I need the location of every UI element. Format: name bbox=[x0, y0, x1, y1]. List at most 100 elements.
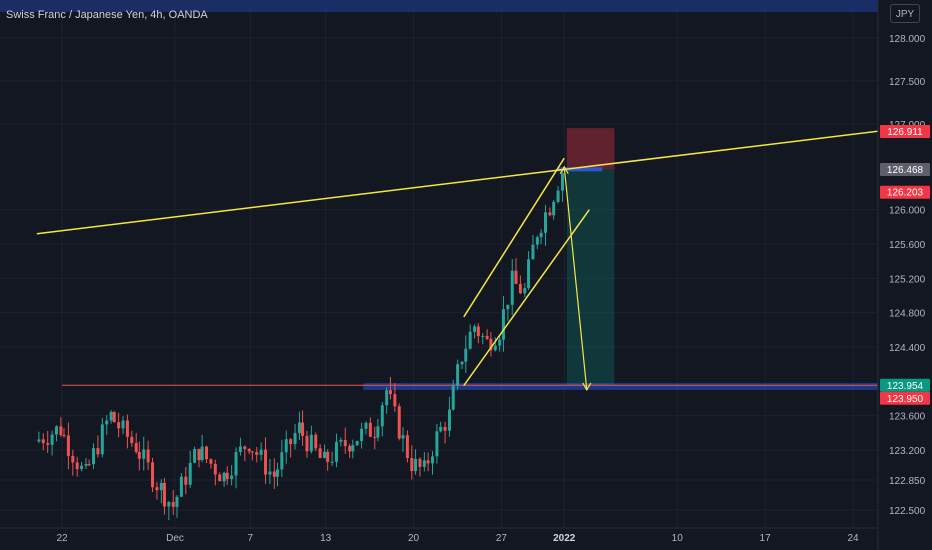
candle-body bbox=[510, 270, 514, 305]
candle-body bbox=[560, 173, 564, 191]
channel-upper-line bbox=[463, 157, 565, 318]
candle-body bbox=[431, 456, 435, 464]
time-tick-label: 22 bbox=[56, 533, 68, 544]
price-tick-label: 128.000 bbox=[889, 34, 926, 45]
candle-body bbox=[84, 464, 88, 466]
candle-body bbox=[523, 288, 527, 294]
time-axis[interactable]: 22 Dec 7 13 20 27 2022 10 17 24 bbox=[0, 527, 878, 544]
candle-body bbox=[318, 448, 322, 458]
candle-body bbox=[112, 411, 116, 423]
candle-body bbox=[46, 443, 50, 445]
price-tick-label: 122.500 bbox=[889, 506, 926, 517]
candle-body bbox=[117, 422, 121, 429]
candle-body bbox=[447, 409, 451, 431]
price-tick-label: 123.200 bbox=[889, 446, 926, 457]
channel-lower-line bbox=[463, 209, 590, 387]
price-tick-label: 127.500 bbox=[889, 77, 926, 88]
drawings-front bbox=[36, 127, 904, 392]
drawings-back bbox=[62, 128, 878, 390]
candle-body bbox=[481, 335, 485, 337]
candle-body bbox=[218, 474, 222, 482]
candle-body bbox=[225, 472, 229, 480]
candle-body bbox=[171, 502, 175, 507]
time-tick-label: 17 bbox=[760, 533, 772, 544]
long-trendline bbox=[36, 127, 904, 235]
candle-body bbox=[41, 439, 45, 444]
candle-body bbox=[410, 457, 414, 472]
candle-body bbox=[330, 461, 334, 463]
price-tag-label: 126.203 bbox=[887, 188, 924, 199]
candle-body bbox=[473, 326, 477, 332]
candle-body bbox=[100, 424, 104, 455]
price-tag-label: 126.911 bbox=[887, 127, 923, 138]
candle-body bbox=[426, 460, 430, 464]
symbol-title[interactable]: Swiss Franc / Japanese Yen, 4h, OANDA bbox=[6, 9, 208, 21]
currency-button[interactable]: JPY bbox=[890, 4, 920, 23]
price-tick-label: 123.600 bbox=[889, 412, 926, 423]
price-tag bbox=[880, 185, 930, 199]
candle-body bbox=[301, 422, 305, 436]
candle-body bbox=[393, 394, 397, 407]
candle-body bbox=[137, 452, 141, 459]
candle-body bbox=[87, 464, 91, 466]
candle-body bbox=[360, 428, 364, 441]
candle-body bbox=[297, 422, 301, 434]
price-tag bbox=[880, 391, 930, 405]
candle-body bbox=[238, 446, 242, 452]
support-zone bbox=[363, 383, 878, 390]
candle-body bbox=[380, 405, 384, 427]
price-tick-label: 126.000 bbox=[889, 206, 926, 217]
time-tick-label: 10 bbox=[672, 533, 684, 544]
price-tag bbox=[880, 162, 930, 176]
candle-body bbox=[151, 462, 155, 488]
candle-body bbox=[355, 440, 359, 446]
candle-body bbox=[422, 460, 426, 467]
candle-body bbox=[376, 426, 380, 438]
candle-body bbox=[105, 420, 109, 425]
candle-body bbox=[54, 426, 58, 435]
candle-body bbox=[476, 326, 480, 337]
candle-body bbox=[323, 451, 327, 458]
candle-body bbox=[439, 426, 443, 432]
candle-body bbox=[364, 422, 368, 429]
candle-body bbox=[222, 472, 226, 482]
price-tick-label: 124.400 bbox=[889, 343, 926, 354]
candle-body bbox=[314, 434, 318, 449]
candle-body bbox=[535, 237, 539, 245]
candle-body bbox=[468, 331, 472, 349]
candle-body bbox=[498, 339, 502, 346]
candle-body bbox=[167, 502, 171, 507]
candle-body bbox=[159, 482, 163, 491]
candle-body bbox=[209, 459, 213, 464]
candle-body bbox=[264, 449, 268, 475]
candle-body bbox=[59, 426, 63, 435]
price-tick-label: 125.600 bbox=[889, 240, 926, 251]
price-axis[interactable]: 128.000127.500127.000126.000125.600125.2… bbox=[877, 0, 932, 550]
candle-body bbox=[121, 420, 125, 429]
candle-body bbox=[205, 446, 209, 460]
candle-body bbox=[142, 449, 146, 459]
candle-body bbox=[134, 443, 138, 453]
price-tag-label: 123.950 bbox=[887, 394, 924, 405]
time-tick-label: 24 bbox=[847, 533, 859, 544]
price-tag bbox=[880, 378, 930, 392]
time-tick-label: 20 bbox=[408, 533, 420, 544]
candle-body bbox=[334, 441, 338, 462]
price-tick-label: 124.800 bbox=[889, 309, 926, 320]
candle-body bbox=[188, 462, 192, 485]
candles bbox=[37, 168, 564, 521]
candle-body bbox=[247, 449, 251, 452]
price-tag bbox=[880, 124, 930, 138]
candle-body bbox=[506, 304, 510, 310]
candle-body bbox=[556, 190, 560, 202]
candle-body bbox=[443, 426, 447, 431]
candle-body bbox=[197, 448, 201, 461]
candle-body bbox=[414, 458, 418, 472]
candle-body bbox=[284, 439, 288, 453]
candle-body bbox=[418, 458, 422, 467]
candle-body bbox=[243, 446, 247, 450]
candle-body bbox=[456, 364, 460, 386]
projection-arrow-tail bbox=[559, 165, 569, 175]
price-tags: 126.911 126.468 126.203 123.954 123.950 bbox=[880, 124, 930, 405]
